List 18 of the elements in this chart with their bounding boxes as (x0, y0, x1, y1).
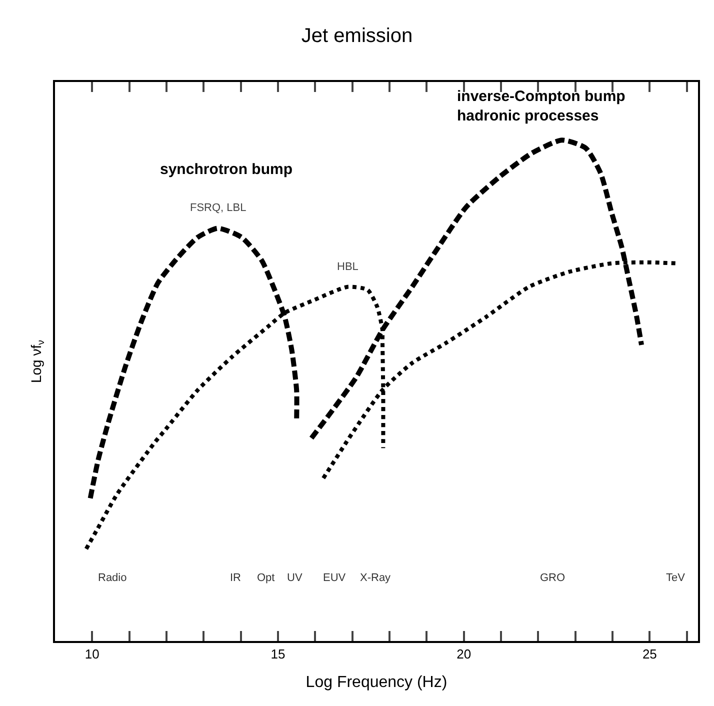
annotation: GRO (540, 572, 566, 584)
annotation: Radio (98, 572, 127, 584)
annotation: synchrotron bump (160, 161, 293, 178)
x-tick-label: 15 (270, 646, 286, 662)
annotation: UV (287, 572, 303, 584)
x-axis-title: Log Frequency (Hz) (306, 674, 448, 691)
annotation: IR (230, 572, 242, 584)
annotation: EUV (323, 572, 346, 584)
annotation: X-Ray (360, 572, 392, 584)
x-tick-label: 10 (84, 646, 100, 662)
x-tick-label: 20 (456, 646, 472, 662)
text: inverse-Compton bump hadronic processes (457, 88, 626, 124)
x-tick-label: 25 (642, 646, 657, 662)
series-label: HBL (337, 261, 358, 273)
series-label: FSRQ, LBL (190, 202, 246, 214)
annotation: Opt (257, 572, 275, 584)
chart-title: Jet emission (301, 25, 413, 48)
annotation: TeV (666, 572, 686, 584)
